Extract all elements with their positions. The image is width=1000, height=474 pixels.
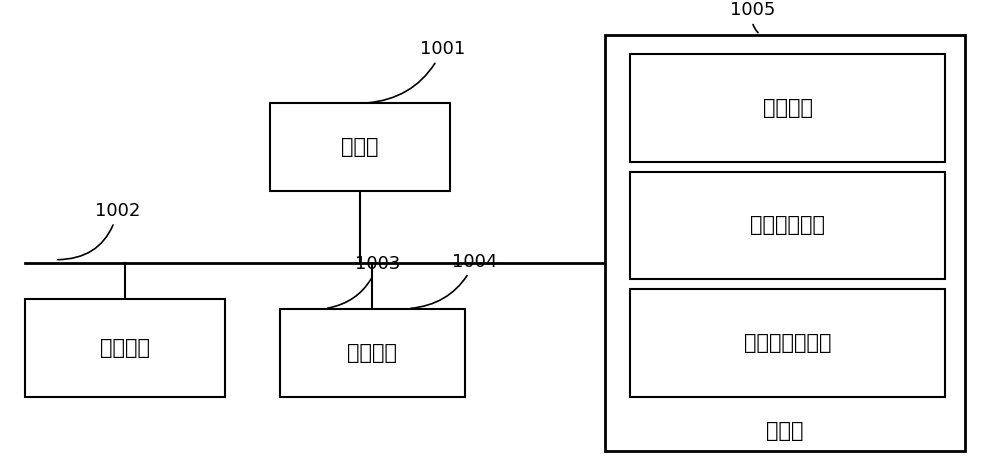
Text: 频谱图匹配程序: 频谱图匹配程序: [744, 333, 831, 353]
Text: 1003: 1003: [328, 255, 400, 308]
Text: 1002: 1002: [58, 201, 140, 260]
Text: 用户接口: 用户接口: [100, 338, 150, 358]
Bar: [630, 289, 945, 397]
Text: 存储器: 存储器: [766, 421, 804, 441]
Bar: [605, 35, 965, 450]
Text: 1004: 1004: [411, 253, 497, 309]
Bar: [630, 54, 945, 162]
Bar: [280, 309, 465, 397]
Text: 网络接口: 网络接口: [348, 343, 398, 363]
Text: 1001: 1001: [367, 40, 465, 103]
Text: 操作系统: 操作系统: [763, 98, 812, 118]
Bar: [25, 299, 225, 397]
Text: 处理器: 处理器: [341, 137, 379, 157]
Bar: [630, 172, 945, 279]
Bar: [270, 103, 450, 191]
Text: 网络通信模块: 网络通信模块: [750, 216, 825, 236]
Text: 1005: 1005: [730, 1, 775, 33]
